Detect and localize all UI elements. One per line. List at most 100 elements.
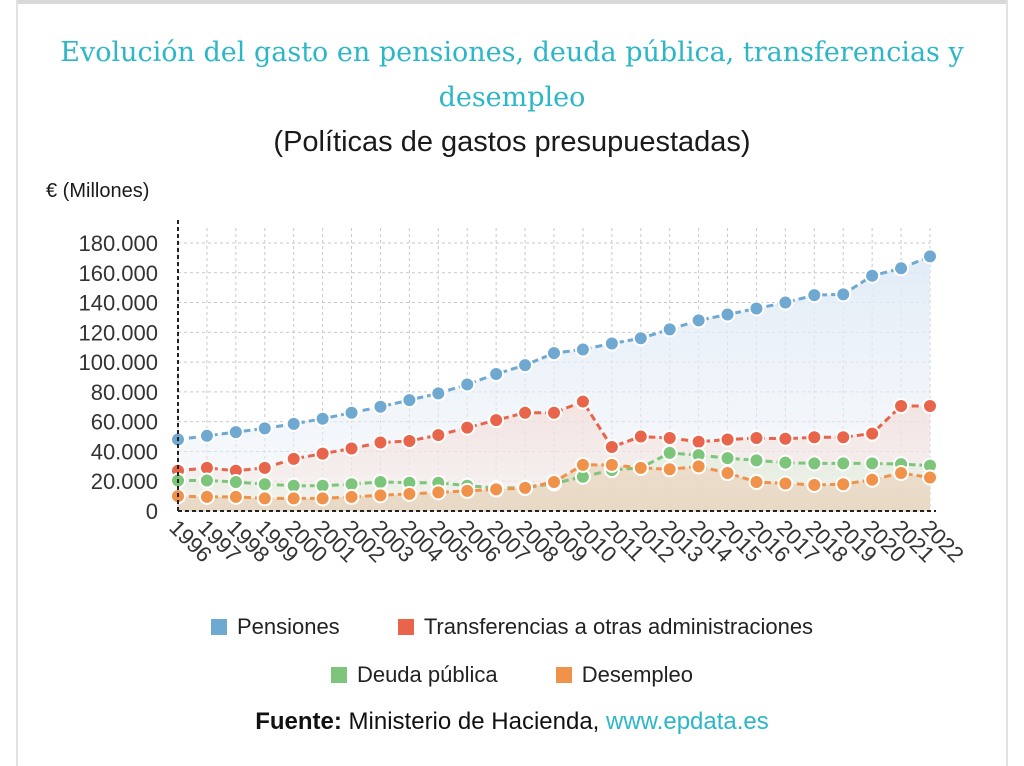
point-pensiones [401,392,418,409]
point-desempleo [343,488,360,505]
point-deuda [806,455,823,472]
point-desempleo [719,465,736,482]
point-pensiones [864,267,881,284]
point-pensiones [430,385,447,402]
y-tick-label: 40.000 [91,439,158,464]
legend-swatch-transferencias [397,619,414,635]
point-desempleo [835,476,852,493]
legend-row-2: Deuda pública Desempleo [0,662,1024,689]
point-transferencias [864,425,881,442]
point-transferencias [603,438,620,455]
frame-top-border [16,0,1008,4]
point-transferencias [430,427,447,444]
chart-title: Evolución del gasto en pensiones, deuda … [60,37,964,113]
y-tick-label: 160.000 [78,261,158,286]
point-pensiones [227,424,244,441]
point-transferencias [517,404,534,421]
data-points [170,248,938,507]
point-desempleo [517,479,534,496]
point-deuda [661,444,678,461]
point-transferencias [632,428,649,445]
point-pensiones [546,345,562,362]
point-desempleo [632,459,649,476]
point-desempleo [314,490,331,507]
point-pensiones [314,410,331,427]
legend-label-deuda: Deuda pública [356,662,498,687]
y-tick-label: 120.000 [78,320,158,345]
chart-subtitle: (Políticas de gastos presupuestadas) [273,126,751,158]
point-transferencias [893,398,910,415]
point-transferencias [719,431,736,448]
point-deuda [372,473,389,490]
point-transferencias [343,440,360,457]
point-desempleo [546,473,562,490]
legend-label-transferencias: Transferencias a otras administraciones [423,614,814,639]
point-transferencias [314,445,331,462]
y-tick-label: 100.000 [78,350,158,375]
point-pensiones [835,286,852,303]
point-pensiones [806,287,823,304]
legend-label-desempleo: Desempleo [581,662,694,687]
point-transferencias [690,433,707,450]
point-pensiones [893,260,910,277]
legend-item-deuda[interactable]: Deuda pública [330,662,498,688]
legend-swatch-deuda [330,667,347,683]
point-pensiones [256,420,273,437]
point-pensiones [690,312,707,329]
y-tick-label: 80.000 [91,380,158,405]
point-desempleo [922,469,938,486]
source-text: Ministerio de Hacienda, [341,708,607,735]
y-tick-label: 60.000 [91,410,158,435]
point-pensiones [922,248,938,265]
point-pensiones [748,300,765,317]
point-desempleo [401,485,418,502]
point-transferencias [372,434,389,451]
point-desempleo [690,458,707,475]
point-deuda [748,452,765,469]
point-transferencias [806,429,823,446]
point-deuda [864,455,881,472]
point-desempleo [430,484,447,501]
frame-left-border [16,0,18,766]
point-desempleo [806,476,823,493]
frame-right-border [1006,0,1008,766]
point-deuda [256,476,273,493]
point-pensiones [603,335,620,352]
point-desempleo [777,475,794,492]
legend-item-pensiones[interactable]: Pensiones [210,614,340,640]
point-transferencias [459,419,476,436]
source-credit: Fuente: Ministerio de Hacienda, www.epda… [0,708,1024,736]
point-deuda [227,473,244,490]
legend-item-desempleo[interactable]: Desempleo [555,662,694,688]
point-pensiones [777,294,794,311]
point-desempleo [661,461,678,478]
point-desempleo [574,456,591,473]
point-pensiones [459,376,476,393]
point-deuda [719,450,736,467]
x-tick-labels: 1996199719981999200020012002200320042005… [164,515,968,567]
source-label: Fuente: [255,708,342,735]
point-desempleo [372,487,389,504]
point-desempleo [256,490,273,507]
point-transferencias [835,429,852,446]
point-transferencias [922,398,938,415]
point-desempleo [285,490,302,507]
legend-swatch-pensiones [210,619,227,635]
point-desempleo [864,471,881,488]
legend-item-transferencias[interactable]: Transferencias a otras administraciones [397,614,814,640]
y-axis-unit-label: € (Millones) [46,180,150,202]
y-tick-label: 180.000 [78,231,158,256]
point-desempleo [459,482,476,499]
line-transferencias [177,399,930,473]
legend-swatch-desempleo [555,667,572,683]
point-pensiones [372,398,389,415]
point-desempleo [198,488,215,505]
point-transferencias [546,404,562,421]
point-transferencias [748,430,765,447]
point-pensiones [343,404,360,421]
y-tick-label: 0 [146,499,158,524]
legend-row-1: Pensiones Transferencias a otras adminis… [0,614,1024,641]
y-tick-label: 20.000 [91,469,158,494]
source-link[interactable]: www.epdata.es [606,708,769,735]
point-transferencias [256,459,273,476]
